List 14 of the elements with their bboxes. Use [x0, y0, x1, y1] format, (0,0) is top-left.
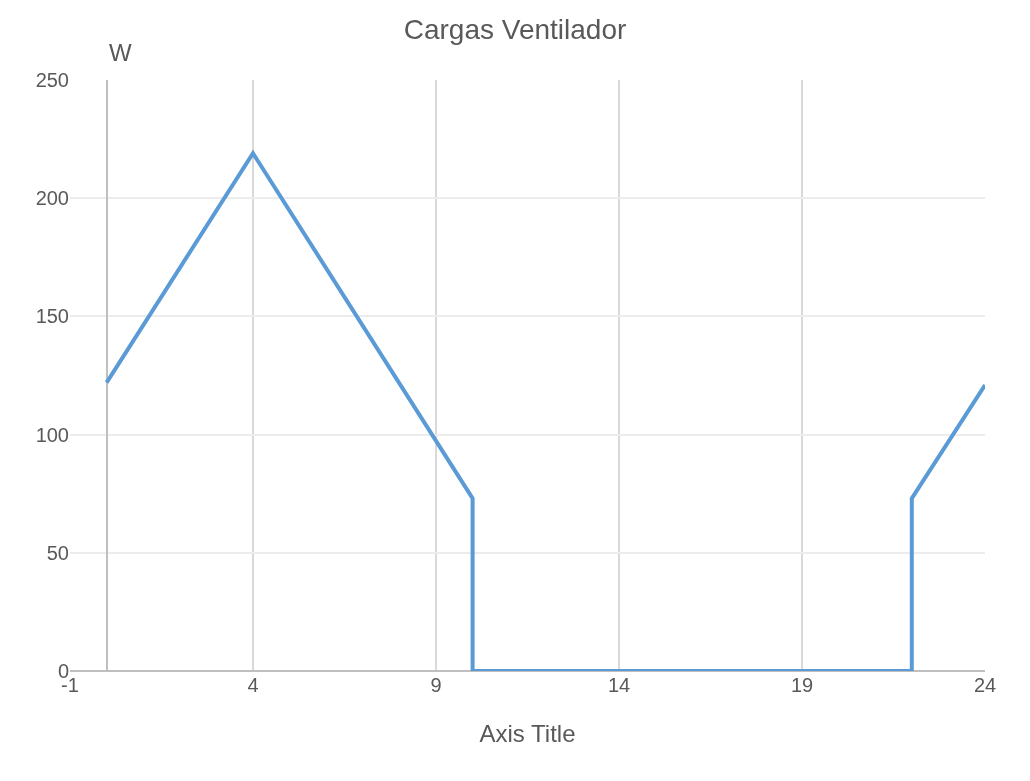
- x-tick-label: 19: [790, 674, 814, 696]
- y-tick-label: 150: [35, 305, 69, 328]
- y-tick-label: 250: [35, 69, 69, 91]
- x-tick-label: 9: [430, 674, 442, 696]
- x-tick-label: 24: [973, 674, 997, 696]
- line-series: [104, 151, 985, 671]
- x-tick-label: 14: [607, 674, 631, 696]
- x-tick-label: 4: [247, 674, 259, 696]
- chart-title: Cargas Ventilador: [403, 14, 627, 46]
- y-axis-title: W: [109, 39, 132, 66]
- y-tick-label: 100: [35, 423, 69, 446]
- x-axis-title: Axis Title: [479, 720, 576, 748]
- y-tick-label: 200: [35, 187, 69, 210]
- y-tick-label: 50: [46, 541, 69, 564]
